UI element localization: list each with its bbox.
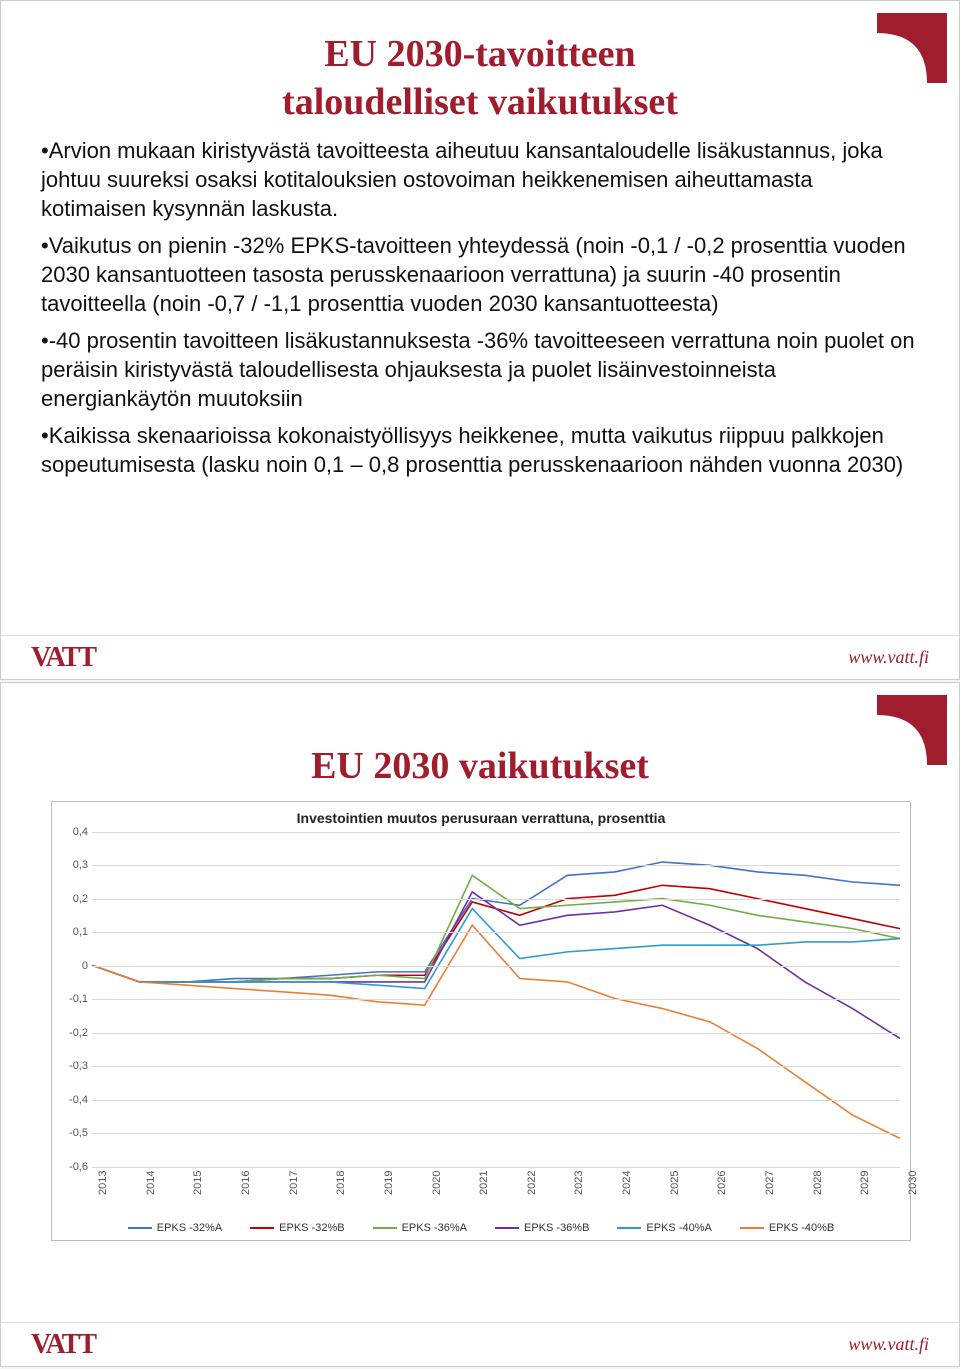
y-tick-label: -0,3 (60, 1060, 88, 1072)
x-tick-label: 2014 (145, 1170, 157, 1194)
y-tick-label: -0,2 (60, 1027, 88, 1039)
x-tick-label: 2020 (431, 1170, 443, 1194)
y-tick-label: 0,3 (60, 859, 88, 871)
legend-item: EPKS -36%B (495, 1222, 589, 1234)
x-tick-label: 2027 (764, 1170, 776, 1194)
gridline (92, 832, 900, 833)
bullet-1: •Arvion mukaan kiristyvästä tavoitteesta… (41, 136, 919, 223)
legend-swatch (250, 1227, 274, 1229)
legend-item: EPKS -40%A (617, 1222, 711, 1234)
x-tick-label: 2028 (812, 1170, 824, 1194)
x-tick-label: 2030 (907, 1170, 919, 1194)
line-chart: Investointien muutos perusuraan verrattu… (51, 801, 911, 1241)
legend-label: EPKS -32%B (279, 1222, 344, 1234)
y-tick-label: -0,1 (60, 993, 88, 1005)
x-axis-labels: 2013 2014 2015 2016 2017 2018 2019 2020 2021 2022… (92, 1165, 900, 1205)
x-tick-label: 2021 (478, 1170, 490, 1194)
x-tick-label: 2019 (383, 1170, 395, 1194)
series-line (92, 925, 900, 1138)
gridline (92, 1100, 900, 1101)
x-tick-label: 2026 (716, 1170, 728, 1194)
x-tick-label: 2023 (573, 1170, 585, 1194)
y-tick-label: -0,4 (60, 1094, 88, 1106)
corner-decoration-icon (867, 13, 947, 83)
chart-legend: EPKS -32%A EPKS -32%B EPKS -36%A EPKS -36%B… (52, 1222, 910, 1234)
legend-swatch (740, 1227, 764, 1229)
title-line2: taloudelliset vaikutukset (282, 81, 678, 123)
plot-area (92, 832, 900, 1165)
footer-url: www.vatt.fi (848, 647, 929, 668)
y-tick-label: -0,5 (60, 1127, 88, 1139)
bullet-3: •-40 prosentin tavoitteen lisäkustannuks… (41, 326, 919, 413)
chart-lines (92, 832, 900, 1165)
legend-label: EPKS -36%A (402, 1222, 467, 1234)
gridline (92, 899, 900, 900)
legend-swatch (617, 1227, 641, 1229)
chart-container: Investointien muutos perusuraan verrattu… (1, 791, 959, 1241)
title-line1: EU 2030-tavoitteen (324, 33, 635, 75)
y-tick-label: 0,4 (60, 826, 88, 838)
x-tick-label: 2022 (526, 1170, 538, 1194)
y-tick-label: 0 (60, 960, 88, 972)
gridline (92, 865, 900, 866)
bullet-4: •Kaikissa skenaarioissa kokonaistyöllisy… (41, 421, 919, 479)
x-tick-label: 2029 (859, 1170, 871, 1194)
legend-label: EPKS -32%A (157, 1222, 222, 1234)
y-tick-label: -0,6 (60, 1161, 88, 1173)
legend-item: EPKS -32%B (250, 1222, 344, 1234)
legend-label: EPKS -40%B (769, 1222, 834, 1234)
slide1-title: EU 2030-tavoitteen taloudelliset vaikutu… (1, 1, 959, 126)
legend-item: EPKS -32%A (128, 1222, 222, 1234)
slide2-title: EU 2030 vaikutukset (1, 683, 959, 791)
legend-label: EPKS -40%A (646, 1222, 711, 1234)
gridline (92, 1167, 900, 1168)
gridline (92, 999, 900, 1000)
y-tick-label: 0,2 (60, 893, 88, 905)
corner-decoration-icon (867, 695, 947, 765)
gridline (92, 932, 900, 933)
x-tick-label: 2017 (288, 1170, 300, 1194)
bullet-2: •Vaikutus on pienin -32% EPKS-tavoitteen… (41, 231, 919, 318)
footer: VATT www.vatt.fi (1, 635, 959, 679)
chart-subtitle: Investointien muutos perusuraan verrattu… (52, 810, 910, 826)
legend-item: EPKS -40%B (740, 1222, 834, 1234)
legend-swatch (495, 1227, 519, 1229)
x-tick-label: 2016 (240, 1170, 252, 1194)
x-tick-label: 2024 (621, 1170, 633, 1194)
slide-2: EU 2030 vaikutukset Investointien muutos… (0, 682, 960, 1367)
legend-item: EPKS -36%A (373, 1222, 467, 1234)
y-tick-label: 0,1 (60, 926, 88, 938)
vatt-logo: VATT (31, 642, 95, 674)
gridline (92, 966, 900, 967)
legend-label: EPKS -36%B (524, 1222, 589, 1234)
bullet-list: •Arvion mukaan kiristyvästä tavoitteesta… (1, 126, 959, 479)
series-line (92, 908, 900, 988)
legend-swatch (128, 1227, 152, 1229)
gridline (92, 1033, 900, 1034)
x-tick-label: 2013 (97, 1170, 109, 1194)
x-tick-label: 2025 (669, 1170, 681, 1194)
gridline (92, 1066, 900, 1067)
x-tick-label: 2018 (335, 1170, 347, 1194)
legend-swatch (373, 1227, 397, 1229)
slide-1: EU 2030-tavoitteen taloudelliset vaikutu… (0, 0, 960, 680)
x-tick-label: 2015 (192, 1170, 204, 1194)
footer-url: www.vatt.fi (848, 1334, 929, 1355)
gridline (92, 1133, 900, 1134)
footer: VATT www.vatt.fi (1, 1322, 959, 1366)
vatt-logo: VATT (31, 1329, 95, 1361)
